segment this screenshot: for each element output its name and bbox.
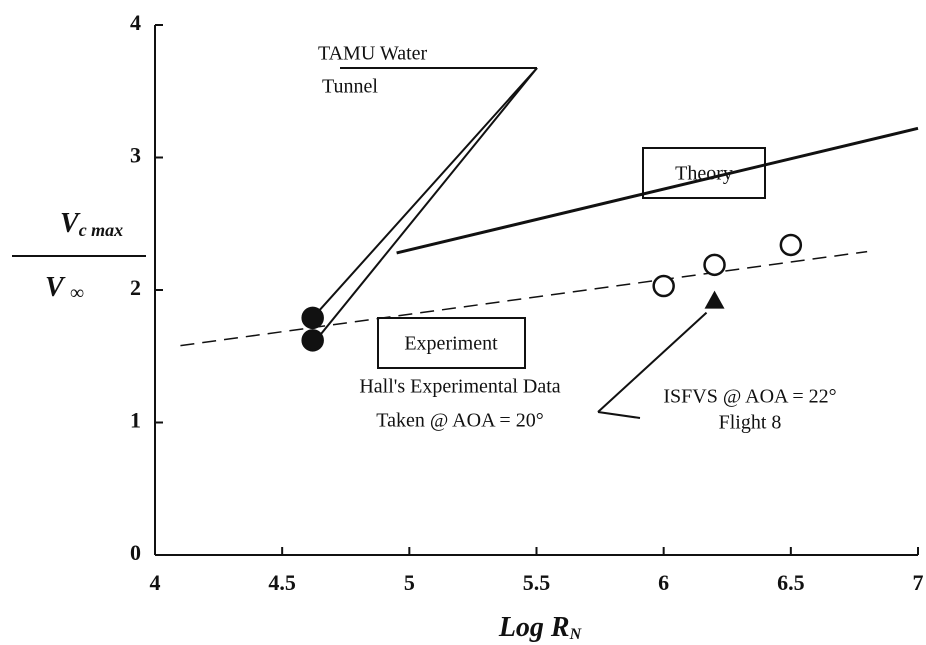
annotation: Taken @ AOA = 20°: [376, 410, 543, 432]
annotation: Tunnel: [322, 76, 378, 98]
y-tick-label: 3: [130, 143, 141, 168]
line-label: Experiment: [404, 333, 498, 355]
annotation: ISFVS @ AOA = 22°: [663, 386, 836, 408]
x-tick-label: 4: [150, 570, 161, 595]
leader: [311, 67, 538, 319]
x-tick-label: 6.5: [777, 570, 805, 595]
experiment-box: [377, 317, 526, 369]
solid-line: [396, 126, 919, 255]
circle-marker: [779, 233, 803, 257]
circle-marker: [301, 329, 324, 352]
triangle-marker: [704, 290, 725, 309]
annotation: TAMU Water: [318, 43, 428, 65]
y-label-numerator: Vc max: [60, 208, 123, 240]
circle-marker: [301, 306, 324, 330]
x-tick-label: 4.5: [268, 570, 296, 595]
y-tick-label: 4: [130, 10, 141, 35]
leader: [319, 67, 538, 335]
x-tick-label: 5: [404, 570, 415, 595]
leader: [597, 411, 641, 419]
y-label-denominator: V ∞: [45, 272, 84, 303]
x-tick-label: 7: [913, 570, 924, 595]
dashed-line: [180, 250, 868, 347]
x-label: Log RN: [498, 612, 583, 643]
line-label: Theory: [675, 163, 733, 185]
annotation: Hall's Experimental Data: [359, 376, 560, 398]
leader: [597, 311, 708, 413]
x-tick-label: 5.5: [523, 570, 551, 595]
x-tick-label: 6: [658, 570, 669, 595]
circle-marker: [703, 253, 726, 277]
annotation: Flight 8: [719, 412, 782, 434]
y-tick-label: 1: [130, 408, 141, 433]
y-tick-label: 2: [130, 275, 141, 300]
circle-marker: [652, 274, 675, 298]
y-tick-label: 0: [130, 540, 141, 565]
